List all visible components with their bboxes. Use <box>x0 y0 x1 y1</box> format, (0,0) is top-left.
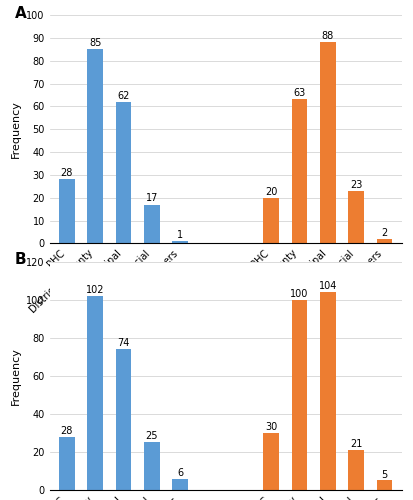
Y-axis label: Frequency: Frequency <box>11 347 21 405</box>
Text: 63: 63 <box>292 88 305 99</box>
Text: B: B <box>14 252 26 268</box>
Bar <box>87 50 103 244</box>
Text: 6: 6 <box>177 468 183 477</box>
Text: 100: 100 <box>290 288 308 298</box>
Text: 25: 25 <box>145 432 158 442</box>
Bar <box>115 102 131 244</box>
Bar <box>172 478 188 490</box>
Text: 104: 104 <box>318 281 336 291</box>
Bar <box>347 450 363 490</box>
Text: 30: 30 <box>264 422 276 432</box>
Y-axis label: Frequency: Frequency <box>11 100 21 158</box>
Text: 20: 20 <box>264 186 277 196</box>
Bar <box>319 42 335 243</box>
Bar <box>172 241 188 244</box>
Bar <box>291 300 306 490</box>
Bar <box>115 349 131 490</box>
Text: 1: 1 <box>177 230 183 240</box>
Text: 74: 74 <box>117 338 129 348</box>
Text: 85: 85 <box>89 38 101 48</box>
Bar <box>59 180 74 244</box>
Text: 2: 2 <box>380 228 387 237</box>
Text: 28: 28 <box>60 426 73 436</box>
Text: 88: 88 <box>321 32 333 42</box>
Bar <box>59 436 74 490</box>
Bar <box>347 191 363 244</box>
Bar <box>144 204 159 244</box>
Text: 23: 23 <box>349 180 361 190</box>
Text: A: A <box>14 6 26 21</box>
Bar <box>291 100 306 244</box>
Bar <box>319 292 335 490</box>
Text: 17: 17 <box>145 194 158 203</box>
Bar <box>376 480 392 490</box>
Text: 102: 102 <box>85 285 104 295</box>
Bar <box>376 239 392 244</box>
X-axis label: Facility type: Facility type <box>192 318 259 328</box>
Text: 21: 21 <box>349 439 361 449</box>
Bar <box>263 198 278 244</box>
Bar <box>144 442 159 490</box>
Bar <box>263 433 278 490</box>
Text: 5: 5 <box>380 470 387 480</box>
Text: 62: 62 <box>117 90 129 101</box>
Legend: Physical-recommended screening of BC, Voluntary screening of BC: Physical-recommended screening of BC, Vo… <box>47 390 403 407</box>
Bar <box>87 296 103 490</box>
Text: 28: 28 <box>60 168 73 178</box>
